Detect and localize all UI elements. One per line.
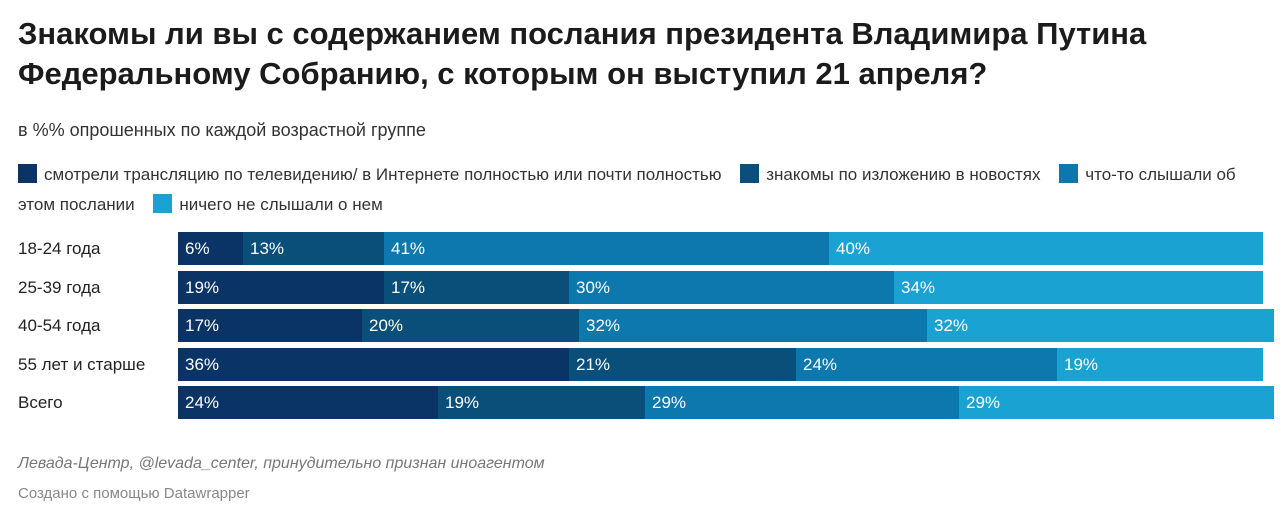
bar-value-label: 6% [185,239,210,258]
bar-value-label: 30% [576,278,611,297]
bar-row: 17% 20% 32% 32% [178,309,1274,342]
bar-value-label: 36% [185,355,220,374]
bar-value-label: 17% [391,278,426,297]
row-label: 40-54 года [18,316,101,335]
bar-value-label: 20% [369,316,404,335]
chart-title: Знакомы ли вы с содержанием послания пре… [18,16,1147,91]
bar-value-label: 24% [185,393,220,412]
bar-value-label: 17% [185,316,220,335]
chart-subtitle: в %% опрошенных по каждой возрастной гру… [18,120,426,140]
bar-value-label: 32% [934,316,969,335]
legend-label: ничего не слышали о нем [179,195,383,214]
bar-segment: 6% [178,232,243,265]
bar-segment: 41% [384,232,829,265]
bar-segment: 17% [178,309,362,342]
bar-row: 6% 13% 41% 40% [178,232,1263,265]
legend: смотрели трансляцию по телевидению/ в Ин… [18,160,1263,220]
bar-segment: 36% [178,348,569,381]
bar-segment: 24% [178,386,438,419]
bar-value-label: 32% [586,316,621,335]
legend-swatch [740,164,760,183]
row-label: Всего [18,393,63,412]
stacked-bar-chart: 18-24 года 6% 13% 41% 40% 25-39 года 19% 17% 30%… [0,232,1280,424]
bar-value-label: 24% [803,355,838,374]
bar-value-label: 21% [576,355,611,374]
credit-note: Создано с помощью Datawrapper [18,485,250,502]
bar-value-label: 34% [901,278,936,297]
bar-value-label: 19% [1064,355,1099,374]
bar-segment: 19% [1057,348,1263,381]
bar-row: 24% 19% 29% 29% [178,386,1274,419]
bar-segment: 29% [959,386,1274,419]
bar-value-label: 13% [250,239,285,258]
legend-item: что-то слышали об этом послании [18,164,1236,214]
row-label: 25-39 года [18,278,101,297]
bar-value-label: 29% [652,393,687,412]
bar-segment: 34% [894,271,1263,304]
bar-segment: 32% [927,309,1274,342]
bar-segment: 13% [243,232,384,265]
bar-segment: 19% [438,386,645,419]
bar-row: 19% 17% 30% 34% [178,271,1263,304]
legend-label: смотрели трансляцию по телевидению/ в Ин… [44,165,722,184]
legend-item: смотрели трансляцию по телевидению/ в Ин… [18,164,722,184]
legend-label: знакомы по изложению в новостях [766,165,1041,184]
bar-value-label: 41% [391,239,426,258]
legend-label: что-то слышали об этом послании [18,165,1236,214]
bar-value-label: 19% [445,393,480,412]
bar-row: 36% 21% 24% 19% [178,348,1263,381]
bar-value-label: 29% [966,393,1001,412]
legend-item: знакомы по изложению в новостях [740,164,1041,184]
bar-segment: 29% [645,386,959,419]
bar-value-label: 40% [836,239,871,258]
bar-segment: 30% [569,271,894,304]
row-label: 55 лет и старше [18,355,146,374]
legend-item: ничего не слышали о нем [153,194,383,214]
bar-segment: 40% [829,232,1263,265]
legend-swatch [1059,164,1079,183]
row-label: 18-24 года [18,239,101,258]
legend-swatch [18,164,37,183]
legend-swatch [153,194,173,213]
bar-segment: 24% [796,348,1057,381]
bar-segment: 21% [569,348,796,381]
bar-segment: 20% [362,309,579,342]
bar-segment: 19% [178,271,384,304]
source-note: Левада-Центр, @levada_center, принудител… [18,455,545,472]
bar-segment: 32% [579,309,927,342]
bar-segment: 17% [384,271,569,304]
bar-value-label: 19% [185,278,220,297]
